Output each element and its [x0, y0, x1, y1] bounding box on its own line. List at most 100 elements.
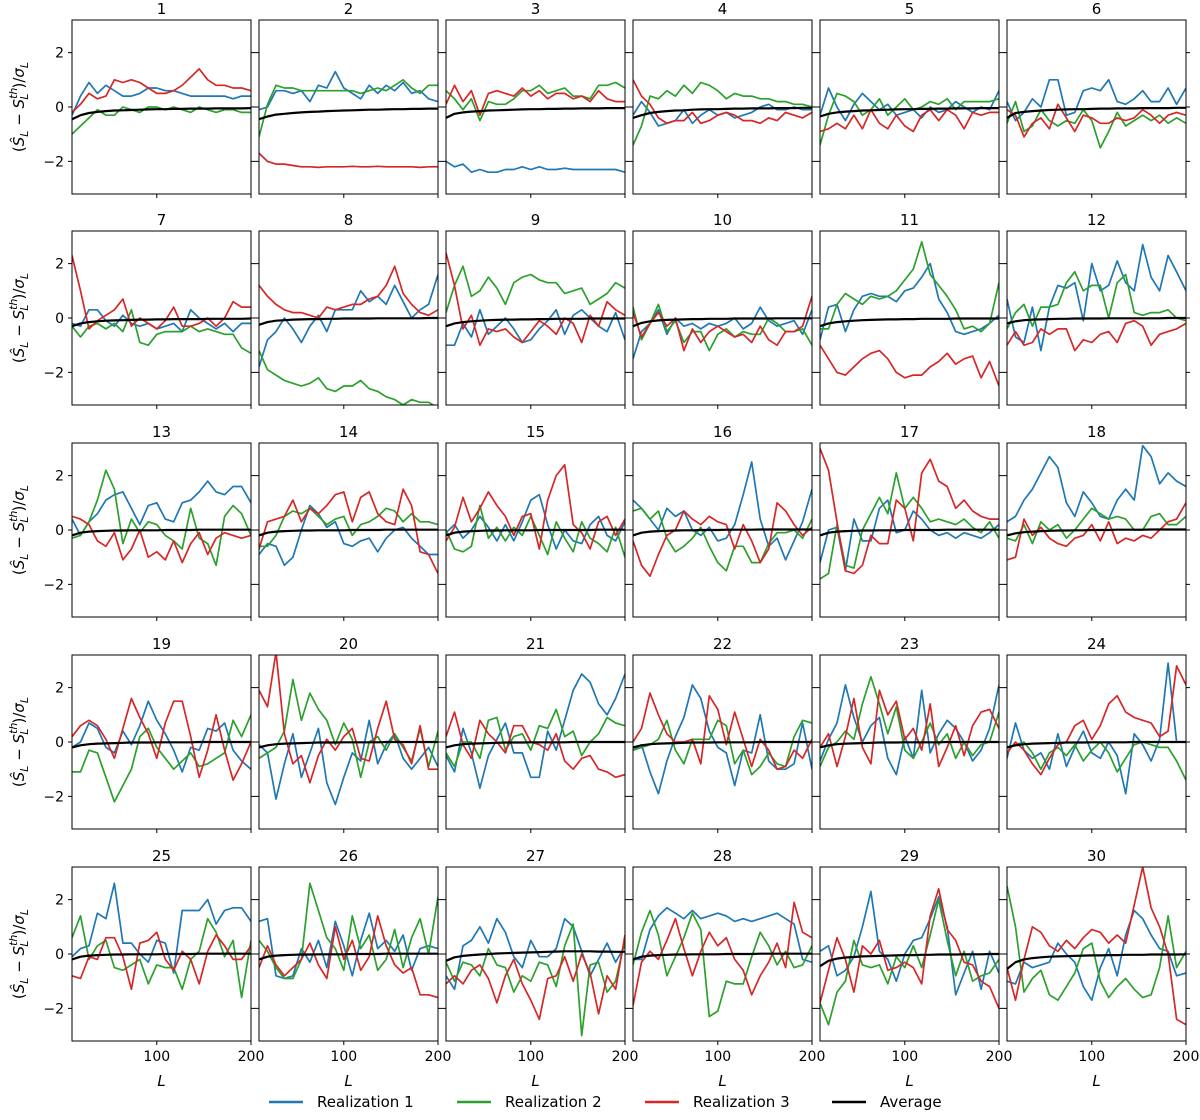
series-line-realization-1: [446, 917, 625, 991]
series-line-realization-2: [820, 898, 999, 1026]
series-group: [72, 255, 251, 355]
series-line-realization-3: [820, 689, 999, 768]
subplot-title: 24: [1087, 635, 1106, 653]
series-line-realization-3: [259, 915, 438, 999]
series-line-realization-2: [820, 241, 999, 333]
subplot-6: 6: [1003, 0, 1190, 198]
series-line-realization-3: [72, 931, 251, 991]
series-line-realization-3: [820, 448, 999, 575]
x-axis-label: L: [905, 1072, 913, 1090]
series-group: [259, 882, 438, 999]
series-group: [820, 448, 999, 580]
series-line-realization-2: [820, 92, 999, 146]
series-line-average: [259, 528, 438, 537]
series-line-realization-1: [1007, 662, 1186, 795]
y-axis-label: (ŜL − SthL)/σL: [7, 62, 31, 152]
series-group: [820, 241, 999, 387]
series-line-realization-2: [1007, 100, 1186, 149]
series-line-realization-2: [446, 504, 625, 558]
series-line-realization-2: [72, 469, 251, 567]
legend-label: Realization 3: [693, 1093, 790, 1111]
series-line-realization-3: [259, 152, 438, 169]
series-line-average: [820, 952, 999, 968]
series-line-realization-2: [633, 909, 812, 1018]
subplot-29: 29 100 200 L: [816, 847, 1012, 1090]
subplot-23: 23: [816, 635, 1003, 833]
series-line-average: [633, 317, 812, 328]
x-tick-label: 100: [330, 1049, 357, 1065]
series-line-realization-1: [633, 461, 812, 561]
series-line-realization-3: [1007, 867, 1186, 1026]
subplot-20: 20: [255, 635, 442, 833]
subplot-title: 18: [1087, 423, 1106, 441]
series-group: [259, 488, 438, 574]
x-tick-label: 200: [425, 1049, 452, 1065]
plot-frame: [258, 19, 439, 195]
series-line-realization-2: [633, 719, 812, 776]
series-line-realization-3: [633, 501, 812, 578]
plot-frame: [71, 19, 252, 195]
series-line-realization-3: [259, 265, 438, 319]
series-line-average: [72, 740, 251, 749]
subplot-3: 3: [442, 0, 629, 198]
series-line-realization-3: [446, 463, 625, 550]
series-group: [820, 87, 999, 146]
subplot-26: 26 100 200 L: [255, 847, 451, 1090]
series-line-realization-3: [72, 255, 251, 330]
series-line-realization-2: [446, 81, 625, 122]
series-line-realization-3: [820, 108, 999, 133]
subplot-title: 12: [1087, 211, 1106, 229]
series-line-realization-2: [446, 708, 625, 768]
x-tick-label: 200: [986, 1049, 1013, 1065]
series-line-average: [446, 740, 625, 749]
subplot-13: 13 −2 0 2 (ŜL − SthL)/σL: [7, 423, 255, 621]
y-axis-label: (ŜL − SthL)/σL: [7, 485, 31, 575]
series-line-average: [1007, 953, 1186, 970]
series-line-average: [633, 106, 812, 119]
series-line-realization-2: [259, 78, 438, 138]
y-tick-label: 2: [55, 681, 64, 697]
subplot-title: 15: [526, 423, 545, 441]
series-line-realization-2: [1007, 885, 1186, 1002]
x-axis-label: L: [344, 1072, 352, 1090]
subplot-title: 7: [157, 211, 167, 229]
series-line-realization-3: [446, 84, 625, 117]
series-line-average: [259, 107, 438, 121]
subplot-19: 19 −2 0 2 (ŜL − SthL)/σL: [7, 635, 255, 833]
series-line-realization-2: [1007, 507, 1186, 545]
series-group: [72, 68, 251, 135]
subplot-24: 24: [1003, 635, 1190, 833]
series-group: [72, 882, 251, 999]
series-line-realization-3: [1007, 319, 1186, 352]
series-line-average: [72, 952, 251, 961]
y-tick-label: 2: [55, 46, 64, 62]
subplot-28: 28 100 200 L: [629, 847, 825, 1090]
x-axis-label: L: [531, 1072, 539, 1090]
series-group: [1007, 867, 1186, 1026]
series-group: [446, 463, 625, 558]
y-tick-label: 0: [55, 311, 64, 327]
series-group: [633, 901, 812, 1018]
series-line-realization-3: [633, 901, 812, 1006]
subplot-22: 22: [629, 635, 816, 833]
series-group: [633, 684, 812, 795]
series-line-realization-1: [1007, 444, 1186, 523]
x-tick-label: 200: [799, 1049, 826, 1065]
subplot-title: 6: [1092, 0, 1102, 18]
series-line-realization-2: [820, 472, 999, 580]
series-line-average: [820, 528, 999, 537]
series-line-realization-1: [446, 308, 625, 347]
subplot-18: 18: [1003, 423, 1190, 621]
series-line-average: [633, 952, 812, 961]
series-line-average: [820, 317, 999, 328]
x-tick-label: 100: [143, 1049, 170, 1065]
x-tick-label: 200: [238, 1049, 265, 1065]
x-axis-label: L: [718, 1072, 726, 1090]
series-line-realization-2: [446, 265, 625, 313]
series-line-average: [72, 528, 251, 537]
subplot-title: 17: [900, 423, 919, 441]
series-line-realization-3: [820, 344, 999, 387]
series-line-realization-3: [1007, 103, 1186, 138]
series-line-average: [1007, 316, 1186, 325]
